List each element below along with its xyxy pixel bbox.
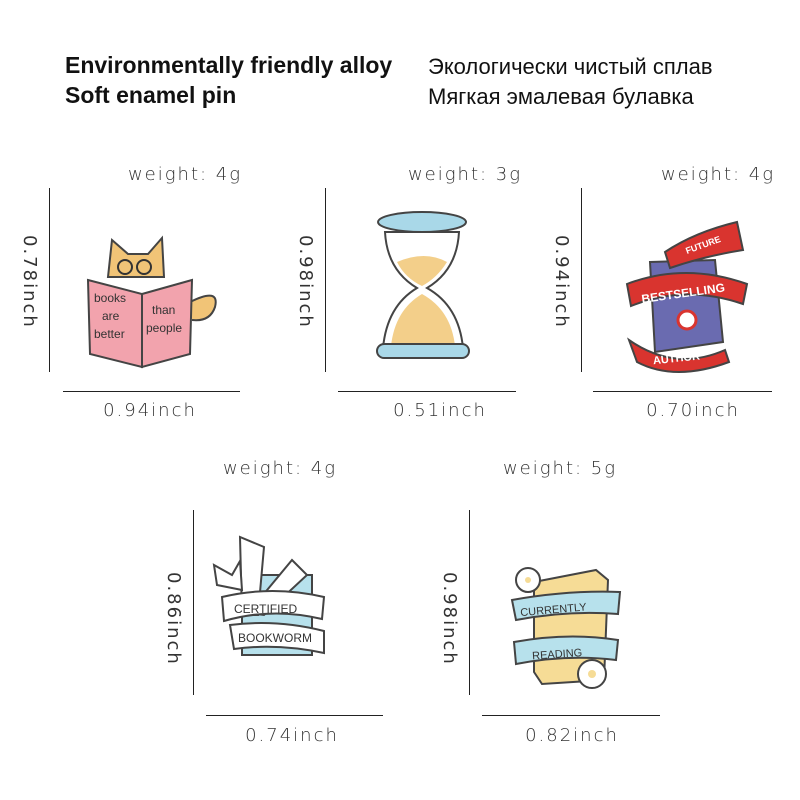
header-en-line2: Soft enamel pin [65, 82, 237, 108]
pin4-weight: weight: 4g [222, 458, 338, 479]
pin1-text-are: are [102, 309, 120, 323]
pin2-weight: weight: 3g [407, 164, 523, 185]
pin3-text-author: AUTHOR [652, 350, 700, 367]
header-ru-line1: Экологически чистый сплав [428, 54, 713, 79]
pin5-height: 0.98inch [439, 572, 460, 666]
pin1-text-people: people [146, 321, 182, 335]
pin1-width: 0.94inch [103, 400, 197, 421]
pin3-height: 0.94inch [551, 235, 572, 329]
pin3-weight: weight: 4g [660, 164, 776, 185]
header-en-line1: Environmentally friendly alloy [65, 52, 393, 78]
pin1-height: 0.78inch [19, 235, 40, 329]
pin4-width: 0.74inch [245, 725, 339, 746]
pin5-width: 0.82inch [525, 725, 619, 746]
pin3-width-line [593, 391, 772, 392]
pin1-weight: weight: 4g [127, 164, 243, 185]
pin1-text-than: than [152, 303, 175, 317]
pin4-height-line [193, 510, 194, 695]
pin4-text-certified: CERTIFIED [234, 602, 297, 616]
pin5-width-line [482, 715, 660, 716]
pin1-width-line [63, 391, 240, 392]
pin2-height: 0.98inch [295, 235, 316, 329]
pin3-width: 0.70inch [646, 400, 740, 421]
pin2-width-line [338, 391, 516, 392]
hourglass-pin-image [376, 211, 470, 359]
header-ru-line2: Мягкая эмалевая булавка [428, 84, 694, 109]
pin4-text-bookworm: BOOKWORM [238, 631, 312, 645]
pin1-text-books: books [94, 291, 126, 305]
pin3-height-line [581, 188, 582, 372]
pin5-height-line [469, 510, 470, 695]
currently-reading-pin-image: CURRENTLY READING [510, 567, 622, 689]
pin1-text-better: better [94, 327, 125, 341]
pin5-weight: weight: 5g [502, 458, 618, 479]
cat-reading-pin-image: books are better than people [86, 235, 217, 369]
pin2-height-line [325, 188, 326, 372]
certified-bookworm-pin-image: CERTIFIED BOOKWORM [212, 535, 326, 656]
pin5-text-reading: READING [532, 647, 583, 662]
pin4-height: 0.86inch [163, 572, 184, 666]
pin2-width: 0.51inch [393, 400, 487, 421]
bestselling-author-pin-image: FUTURE BESTSELLING AUTHOR [625, 220, 749, 373]
pin5-text-currently: CURRENTLY [520, 601, 588, 619]
pin4-width-line [206, 715, 383, 716]
pin1-height-line [49, 188, 50, 372]
